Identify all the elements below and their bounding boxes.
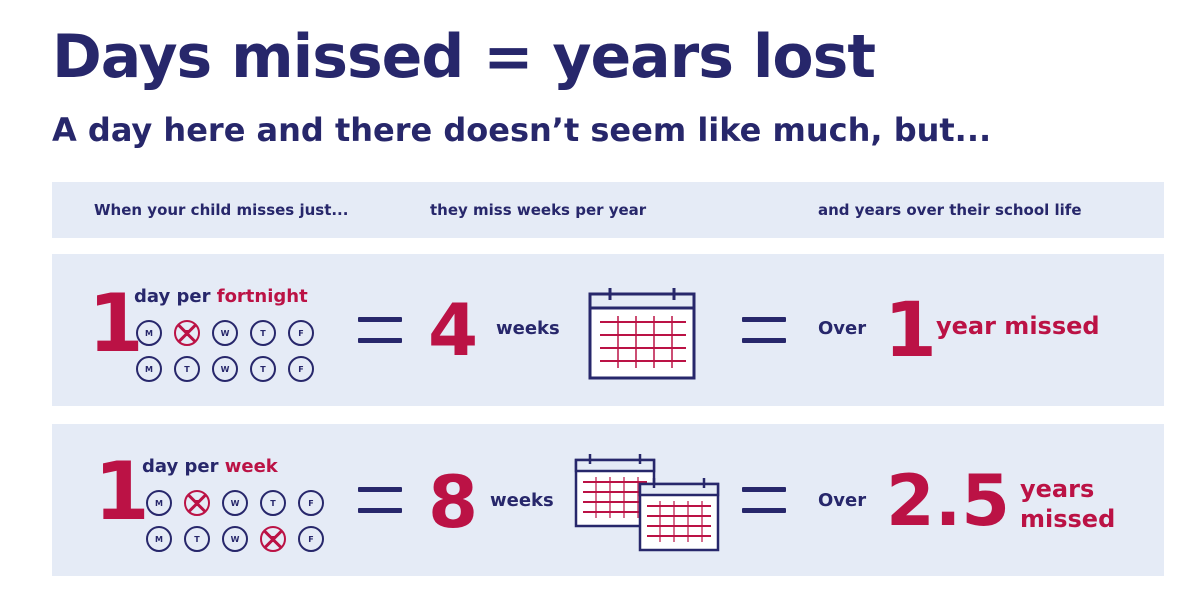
day-circle-icon: F — [298, 526, 324, 552]
row-week: 1 day per week M T W T F M T W T F 8 wee… — [52, 424, 1164, 576]
crossed-day-icon: T — [174, 320, 200, 346]
day-circle-icon: M — [136, 356, 162, 382]
page-subtitle: A day here and there doesn’t seem like m… — [52, 111, 992, 149]
header-weeks: they miss weeks per year — [430, 201, 647, 219]
weeks-number: 4 — [428, 288, 479, 372]
period-highlight: week — [224, 456, 278, 477]
day-circle-icon: T — [174, 356, 200, 382]
years-label-line1: years — [1020, 475, 1095, 503]
day-circle-icon: T — [184, 526, 210, 552]
header-years: and years over their school life — [818, 201, 1082, 219]
days-count: 1 — [94, 445, 150, 538]
day-circle-icon: M — [146, 490, 172, 516]
day-circle-icon: M — [136, 320, 162, 346]
equals-icon — [358, 487, 402, 513]
row-fortnight: 1 day per fortnight M T W T F M T W T F … — [52, 254, 1164, 406]
equals-icon — [742, 317, 786, 343]
calendar-icon — [588, 288, 696, 380]
day-circle-icon: T — [260, 490, 286, 516]
day-circle-icon: W — [222, 490, 248, 516]
day-circle-icon: W — [222, 526, 248, 552]
crossed-day-icon: T — [184, 490, 210, 516]
crossed-day-icon: T — [260, 526, 286, 552]
day-circle-icon: W — [212, 356, 238, 382]
years-number: 1 — [884, 285, 937, 374]
day-circle-icon: M — [146, 526, 172, 552]
over-label: Over — [818, 318, 867, 339]
day-circle-icon: F — [288, 320, 314, 346]
page-title: Days missed = years lost — [52, 22, 876, 92]
days-count: 1 — [88, 277, 144, 370]
calendar-stack-icon — [574, 454, 720, 552]
school-days-grid: M T W T F M T W T F — [146, 490, 324, 552]
weeks-label: weeks — [496, 318, 560, 339]
years-label: year missed — [936, 312, 1100, 340]
day-circle-icon: F — [298, 490, 324, 516]
day-circle-icon: W — [212, 320, 238, 346]
period-prefix: day per — [142, 456, 219, 477]
day-circle-icon: T — [250, 356, 276, 382]
school-days-grid: M T W T F M T W T F — [136, 320, 314, 382]
weeks-label: weeks — [490, 490, 554, 511]
period-highlight: fortnight — [216, 286, 308, 307]
day-circle-icon: T — [250, 320, 276, 346]
period-label: day per week — [142, 456, 278, 477]
years-number: 2.5 — [886, 460, 1011, 542]
years-label: years missed — [1020, 474, 1115, 534]
header-bar: When your child misses just... they miss… — [52, 182, 1164, 238]
day-circle-icon: F — [288, 356, 314, 382]
weeks-number: 8 — [428, 460, 479, 544]
equals-icon — [742, 487, 786, 513]
period-prefix: day per — [134, 286, 211, 307]
equals-icon — [358, 317, 402, 343]
years-label-line2: missed — [1020, 505, 1116, 533]
over-label: Over — [818, 490, 867, 511]
header-misses: When your child misses just... — [94, 201, 349, 219]
period-label: day per fortnight — [134, 286, 308, 307]
